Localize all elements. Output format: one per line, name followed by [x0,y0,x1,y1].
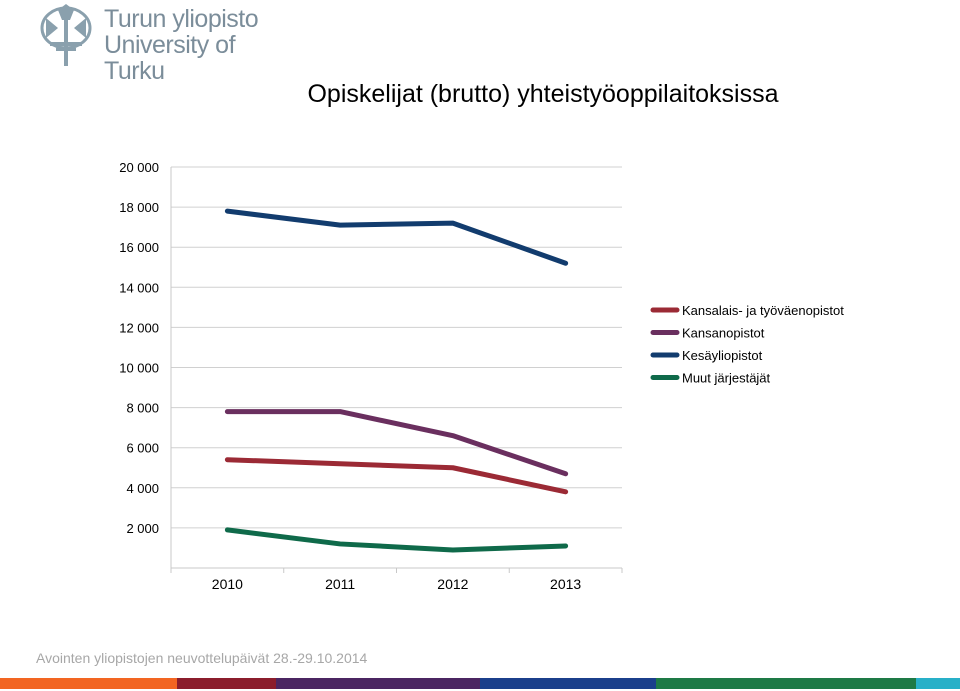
legend-label: Kesäyliopistot [682,348,763,363]
y-axis-ticks: 20 000 18 000 16 000 14 000 12 000 10 000 8 00… [119,160,159,536]
legend-label: Muut järjestäjät [682,371,771,386]
color-bar-segment [656,678,916,689]
series-lines [224,208,569,553]
y-tick-label: 18 000 [119,200,159,215]
series-line [224,457,569,495]
x-tick-label: 2013 [550,576,581,592]
y-tick-label: 6 000 [126,441,159,456]
footer-text: Avointen yliopistojen neuvottelupäivät 2… [36,650,368,666]
y-tick-label: 16 000 [119,240,159,255]
x-tick-label: 2012 [437,576,468,592]
legend-label: Kansanopistot [682,326,765,341]
university-logo: Turun yliopisto University of Turku [36,4,276,84]
y-tick-label: 14 000 [119,280,159,295]
series-line [224,527,569,553]
series-line [224,409,569,477]
color-bar-segment [916,678,960,689]
grid-lines [171,166,622,529]
y-tick-label: 20 000 [119,160,159,175]
color-bar-segment [480,678,656,689]
color-bar-segment [177,678,276,689]
chart-title: Opiskelijat (brutto) yhteistyöoppilaitok… [307,80,779,108]
y-tick-label: 2 000 [126,521,159,536]
y-tick-label: 8 000 [126,401,159,416]
y-tick-label: 10 000 [119,361,159,376]
legend-label: Kansalais- ja työväenopistot [682,303,844,318]
color-bar-segment [0,678,177,689]
logo-line-finnish: Turun yliopisto [104,5,259,33]
x-axis: 2010 2011 2012 2013 [170,167,623,592]
color-bar-segment [276,678,480,689]
torch-emblem-icon [40,4,92,66]
logo-line-english: University of Turku [104,31,236,85]
y-tick-label: 12 000 [119,320,159,335]
bottom-color-bar [0,678,960,689]
legend: Kansalais- ja työväenopistot Kansanopisto… [650,303,844,386]
logo-text: Turun yliopisto University of Turku [104,6,276,84]
x-tick-label: 2011 [325,576,355,592]
x-tick-label: 2010 [212,576,243,592]
y-tick-label: 4 000 [126,481,159,496]
series-line [224,208,569,266]
